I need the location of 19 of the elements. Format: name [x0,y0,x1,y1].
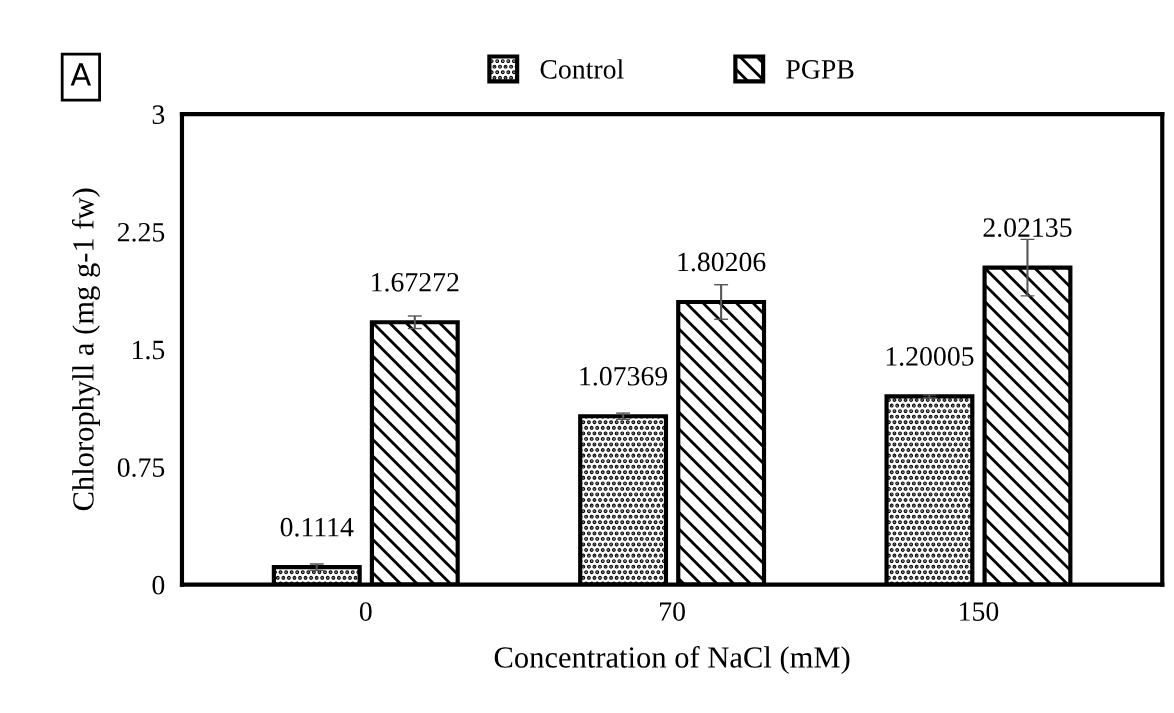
data-label: 1.80206 [678,252,766,272]
y-tick-label: 1.5 [133,340,165,360]
x-tick-label: 0 [359,602,372,621]
y-tick-label: 3 [152,105,165,124]
legend-label: PGPB [786,60,854,79]
y-axis-title: Chlorophyll a (mg g-1 fw) [71,188,101,511]
x-tick-label: 150 [960,602,999,621]
data-label: 2.02135 [983,218,1072,238]
x-axis-title: Concentration of NaCl (mM) [494,645,850,674]
x-tick-label: 70 [660,602,685,621]
legend-label: Control [540,59,624,79]
data-label: 1.67272 [372,272,459,292]
y-tick-label: 0.75 [117,458,165,478]
data-label: 1.07369 [580,366,668,386]
data-label: 0.1114 [280,517,354,537]
text: A [70,63,92,86]
data-label: 1.20005 [886,347,974,366]
y-tick-label: 2.25 [117,222,165,242]
y-tick-label: 0 [152,575,165,595]
